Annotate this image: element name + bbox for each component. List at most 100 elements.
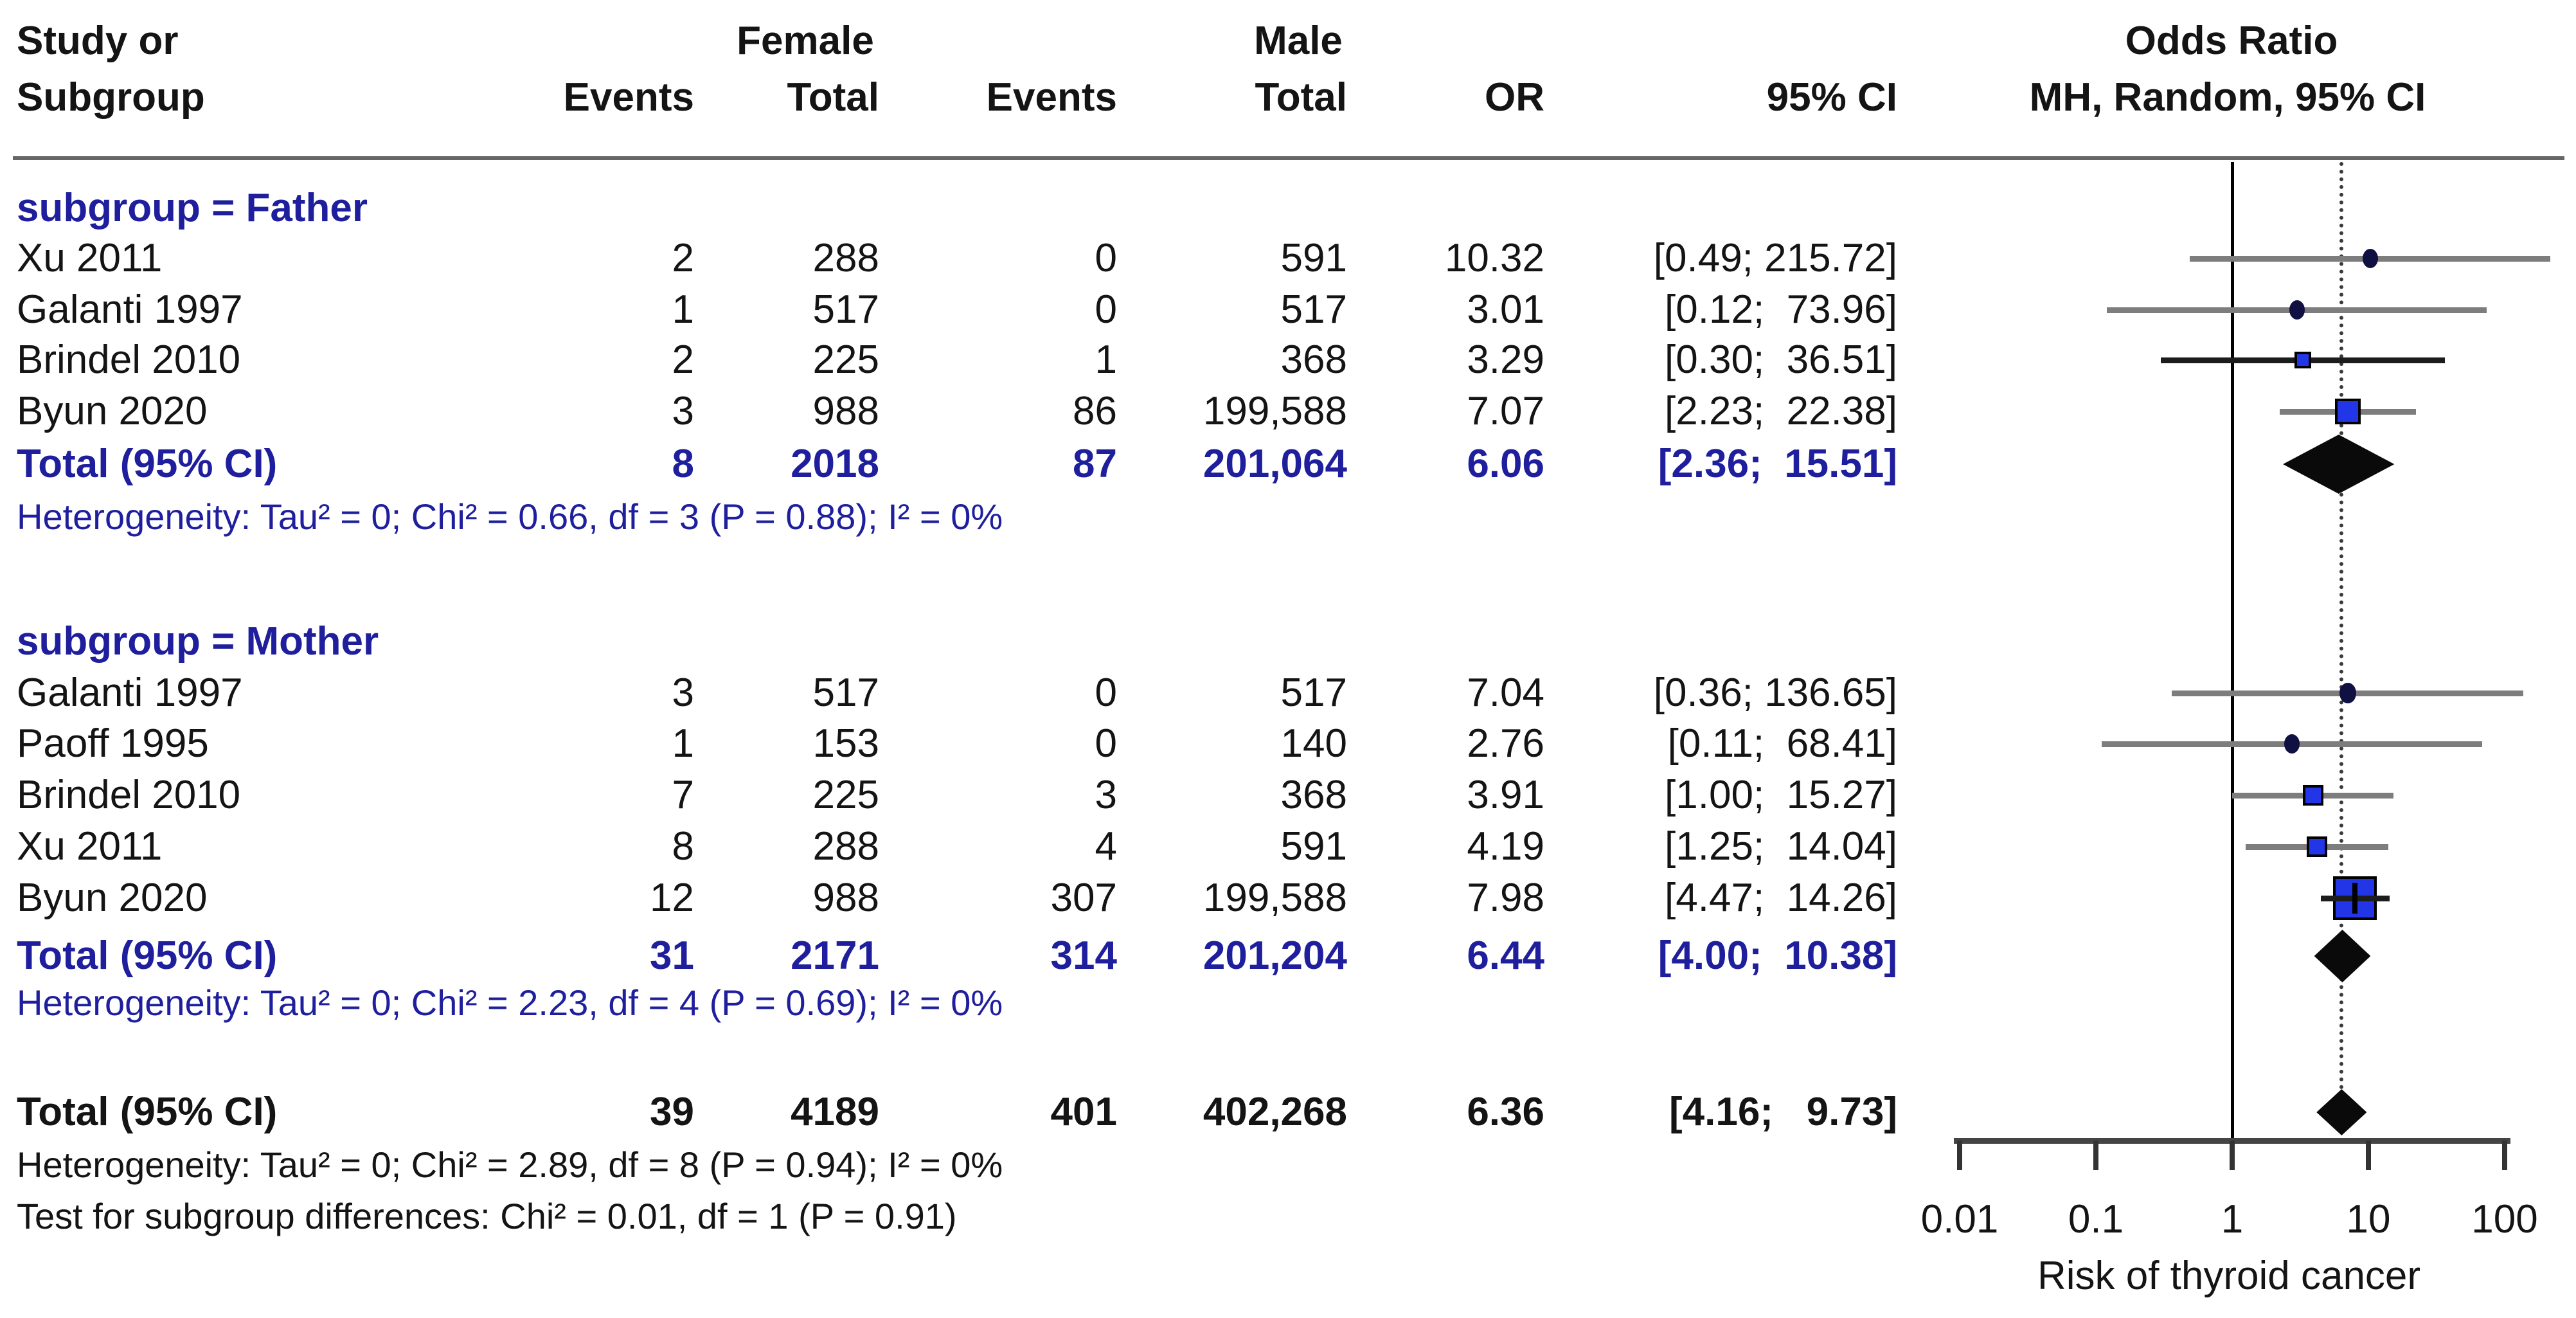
- heterogeneity-note: Heterogeneity: Tau² = 0; Chi² = 2.23, df…: [17, 982, 1003, 1023]
- f-total-cell: 988: [812, 876, 879, 920]
- summary-diamond: [2283, 435, 2395, 494]
- axis-tick-label: 0.01: [1920, 1197, 1999, 1241]
- f-events-cell: 2: [672, 236, 694, 280]
- study-name: Brindel 2010: [17, 338, 241, 382]
- or-text-cell: 4.19: [1467, 824, 1544, 869]
- study-name: Xu 2011: [17, 236, 163, 280]
- study-name: Byun 2020: [17, 389, 208, 433]
- m-events-cell: 0: [1095, 236, 1117, 280]
- study-name: Total (95% CI): [17, 1090, 278, 1134]
- f-total-cell: 2018: [791, 442, 879, 486]
- study-name: Brindel 2010: [17, 773, 241, 817]
- or-text-cell: 6.36: [1467, 1090, 1544, 1134]
- study-name: Total (95% CI): [17, 442, 278, 486]
- f-events-cell: 39: [650, 1090, 694, 1134]
- or-text-cell: 7.98: [1467, 876, 1544, 920]
- effect-dot-marker: [2284, 734, 2300, 754]
- f-events-cell: 3: [672, 671, 694, 715]
- or-text-cell: 3.91: [1467, 773, 1544, 817]
- f-total-cell: 225: [812, 338, 879, 382]
- f-events-cell: 8: [672, 824, 694, 869]
- study-name: Paoff 1995: [17, 721, 209, 766]
- m-events-cell: 0: [1095, 287, 1117, 332]
- m-events-cell: 4: [1095, 824, 1117, 869]
- effect-dot-marker: [2362, 249, 2378, 268]
- subgroup-label: subgroup = Father: [17, 186, 368, 230]
- f-events-cell: 2: [672, 338, 694, 382]
- or-text-cell: 7.07: [1467, 389, 1544, 433]
- or-text-cell: 10.32: [1444, 236, 1544, 280]
- marker-plus-bar: [2352, 883, 2358, 914]
- axis-tick-label: 100: [2471, 1197, 2538, 1241]
- study-name: Xu 2011: [17, 824, 163, 869]
- summary-diamond: [2316, 1089, 2367, 1135]
- ci-text-cell: [4.00; 10.38]: [1658, 934, 1897, 978]
- or-text-cell: 6.06: [1467, 442, 1544, 486]
- effect-square-marker: [2335, 399, 2361, 424]
- f-events-cell: 31: [650, 934, 694, 978]
- f-total-cell: 988: [812, 389, 879, 433]
- f-total-cell: 225: [812, 773, 879, 817]
- axis-tick: [2230, 1141, 2235, 1170]
- header-effect-line2: MH, Random, 95% CI: [2029, 75, 2426, 120]
- study-name: Byun 2020: [17, 876, 208, 920]
- f-total-cell: 517: [812, 671, 879, 715]
- axis-tick: [1957, 1141, 1962, 1170]
- header-or: OR: [1485, 75, 1544, 120]
- m-events-cell: 3: [1095, 773, 1117, 817]
- or-text-cell: 6.44: [1467, 934, 1544, 978]
- f-total-cell: 4189: [791, 1090, 879, 1134]
- header-male-group: Male: [1254, 19, 1343, 63]
- ci-text-cell: [1.00; 15.27]: [1665, 773, 1897, 817]
- or-text-cell: 7.04: [1467, 671, 1544, 715]
- header-rule: [13, 156, 2564, 160]
- or-text-cell: 3.01: [1467, 287, 1544, 332]
- m-total-cell: 368: [1280, 773, 1347, 817]
- subgroup-label: subgroup = Mother: [17, 619, 379, 664]
- header-ci: 95% CI: [1766, 75, 1897, 120]
- x-axis-title: Risk of thyroid cancer: [2037, 1254, 2421, 1298]
- heterogeneity-note-overall: Heterogeneity: Tau² = 0; Chi² = 2.89, df…: [17, 1144, 1003, 1185]
- effect-square-marker: [2294, 352, 2311, 368]
- m-total-cell: 517: [1280, 287, 1347, 332]
- m-total-cell: 140: [1280, 721, 1347, 766]
- axis-tick-label: 0.1: [2068, 1197, 2124, 1241]
- header-female-group: Female: [737, 19, 874, 63]
- header-male-events: Events: [986, 75, 1117, 120]
- header-effect-line1: Odds Ratio: [2125, 19, 2338, 63]
- f-events-cell: 8: [672, 442, 694, 486]
- header-study-line2: Subgroup: [17, 75, 205, 120]
- f-total-cell: 153: [812, 721, 879, 766]
- f-total-cell: 517: [812, 287, 879, 332]
- ci-text-cell: [2.23; 22.38]: [1665, 389, 1897, 433]
- m-events-cell: 401: [1050, 1090, 1117, 1134]
- f-events-cell: 1: [672, 721, 694, 766]
- or-text-cell: 3.29: [1467, 338, 1544, 382]
- effect-dot-marker: [2289, 300, 2305, 320]
- m-total-cell: 591: [1280, 236, 1347, 280]
- m-total-cell: 201,204: [1203, 934, 1347, 978]
- m-events-cell: 1: [1095, 338, 1117, 382]
- heterogeneity-note: Heterogeneity: Tau² = 0; Chi² = 0.66, df…: [17, 496, 1003, 537]
- ci-text-cell: [4.16; 9.73]: [1669, 1090, 1897, 1134]
- axis-tick: [2502, 1141, 2507, 1170]
- f-total-cell: 288: [812, 824, 879, 869]
- m-events-cell: 86: [1073, 389, 1117, 433]
- f-total-cell: 2171: [791, 934, 879, 978]
- m-total-cell: 591: [1280, 824, 1347, 869]
- ci-text-cell: [4.47; 14.26]: [1665, 876, 1897, 920]
- m-total-cell: 402,268: [1203, 1090, 1347, 1134]
- or-text-cell: 2.76: [1467, 721, 1544, 766]
- effect-square-marker: [2302, 785, 2323, 806]
- axis-tick: [2093, 1141, 2098, 1170]
- m-events-cell: 307: [1050, 876, 1117, 920]
- summary-diamond: [2314, 930, 2371, 982]
- m-events-cell: 314: [1050, 934, 1117, 978]
- ci-text-cell: [0.12; 73.96]: [1665, 287, 1897, 332]
- effect-square-marker: [2306, 836, 2327, 857]
- axis-tick-label: 10: [2346, 1197, 2391, 1241]
- pooled-effect-dotted-line: [2339, 162, 2343, 1090]
- m-total-cell: 199,588: [1203, 389, 1347, 433]
- f-total-cell: 288: [812, 236, 879, 280]
- m-total-cell: 201,064: [1203, 442, 1347, 486]
